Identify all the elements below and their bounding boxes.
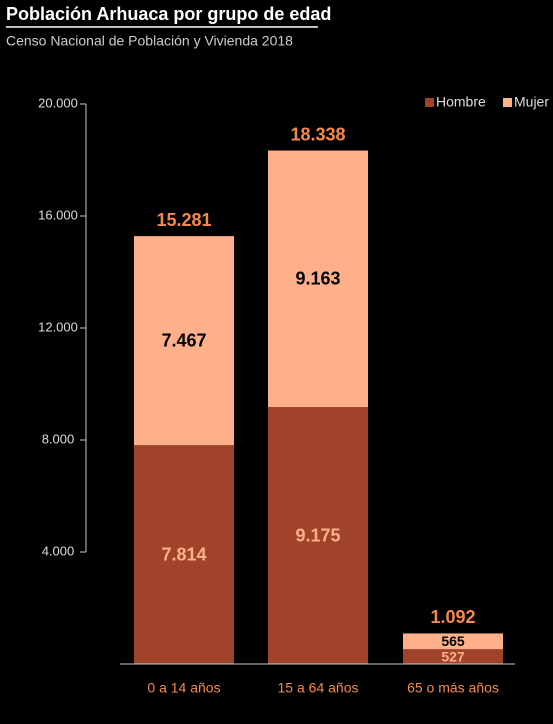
chart-title: Población Arhuaca por grupo de edad [6, 4, 331, 24]
bar-segment [403, 633, 503, 650]
y-tick-label: 8.000 [42, 431, 75, 446]
value-label: 9.163 [295, 269, 340, 289]
value-label: 7.467 [161, 330, 206, 350]
total-label: 1.092 [430, 607, 475, 627]
total-label: 18.338 [290, 124, 345, 144]
bar-segment [134, 445, 234, 664]
bar-segment [268, 407, 368, 664]
chart-subtitle: Censo Nacional de Población y Vivienda 2… [6, 33, 293, 49]
value-label: 565 [441, 633, 465, 649]
bar-segment [268, 150, 368, 408]
legend-swatch [425, 98, 434, 107]
value-label: 527 [441, 648, 465, 664]
legend-label: Hombre [436, 94, 486, 110]
total-label: 15.281 [156, 210, 211, 230]
y-tick-label: 16.000 [38, 207, 78, 222]
x-tick-label: 65 o más años [407, 680, 499, 696]
y-tick-label: 4.000 [42, 543, 75, 558]
bar-segment [403, 649, 503, 664]
value-label: 9.175 [295, 525, 340, 545]
y-tick-label: 20.000 [38, 95, 78, 110]
value-label: 7.814 [161, 544, 206, 564]
x-tick-label: 0 a 14 años [147, 680, 220, 696]
y-tick-label: 12.000 [38, 319, 78, 334]
x-tick-label: 15 a 64 años [278, 680, 359, 696]
legend-label: Mujer [514, 94, 549, 110]
legend-swatch [503, 98, 512, 107]
bar-segment [134, 236, 234, 446]
